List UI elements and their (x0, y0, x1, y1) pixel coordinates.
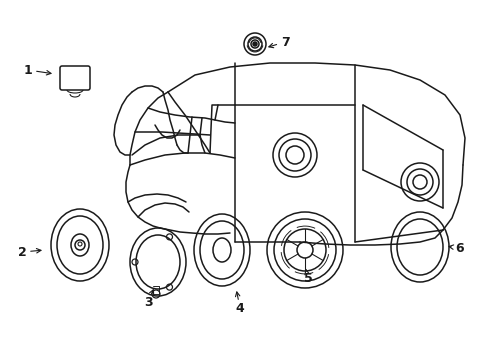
Circle shape (65, 71, 68, 73)
Circle shape (253, 42, 257, 46)
Text: 5: 5 (304, 271, 313, 284)
Text: 6: 6 (456, 242, 465, 255)
Text: 1: 1 (24, 63, 32, 77)
FancyBboxPatch shape (60, 66, 90, 90)
Text: 4: 4 (236, 302, 245, 315)
Circle shape (65, 82, 68, 85)
Text: 2: 2 (18, 246, 26, 258)
Circle shape (82, 71, 85, 73)
Text: 3: 3 (144, 296, 152, 309)
Circle shape (82, 82, 85, 85)
Text: 7: 7 (281, 36, 290, 49)
